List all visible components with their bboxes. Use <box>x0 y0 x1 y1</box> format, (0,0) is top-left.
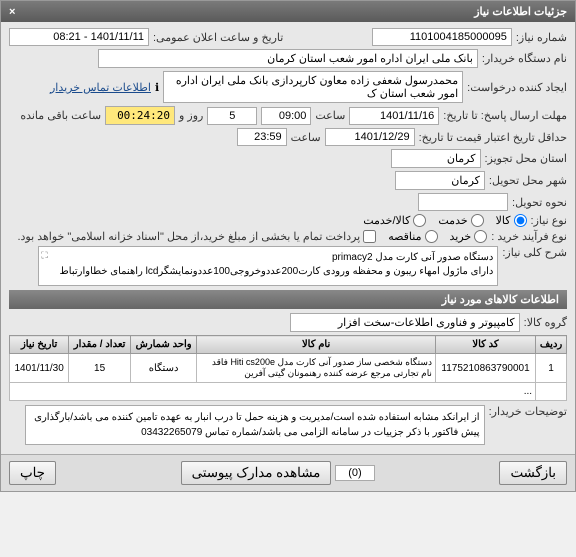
label-delivtype: نحوه تحویل: <box>512 196 567 209</box>
label-hour1: ساعت <box>315 109 345 122</box>
label-reqno: شماره نیاز: <box>516 31 567 44</box>
td-more <box>536 383 567 401</box>
radio-need-0-input[interactable] <box>514 214 527 227</box>
radio-need-1[interactable]: خدمت <box>438 214 483 227</box>
proc-radios: خرید مناقصه <box>388 230 487 243</box>
table-row[interactable]: 1 1175210863790001 دستگاه شخصی ساز صدور … <box>10 354 567 383</box>
main-desc-line1: دستگاه صدور آنی کارت مدل primacy2 <box>43 251 493 265</box>
label-explain: توضیحات خریدار: <box>489 405 567 418</box>
back-button[interactable]: بازگشت <box>499 461 567 485</box>
td-1: 1175210863790001 <box>435 354 535 383</box>
field-valid-date: 1401/12/29 <box>325 128 415 146</box>
radio-proc-1[interactable]: مناقصه <box>388 230 437 243</box>
radio-proc-1-input[interactable] <box>425 230 438 243</box>
label-valid: حداقل تاریخ اعتبار قیمت تا تاریخ: <box>419 131 567 144</box>
th-3: واحد شمارش <box>130 336 196 354</box>
panel-title: جزئیات اطلاعات نیاز <box>474 5 567 18</box>
td-4: 15 <box>69 354 131 383</box>
td-0: 1 <box>536 354 567 383</box>
field-deadline-hour: 09:00 <box>261 107 311 125</box>
main-desc-box: ⛶ دستگاه صدور آنی کارت مدل primacy2 دارا… <box>38 246 498 286</box>
field-reqno: 1101004185000095 <box>372 28 512 46</box>
panel-header: جزئیات اطلاعات نیاز × <box>1 1 575 22</box>
label-maindesc: شرح کلی نیاز: <box>502 246 567 259</box>
field-deadline-date: 1401/11/16 <box>349 107 439 125</box>
radio-need-2-input[interactable] <box>413 214 426 227</box>
field-pubdate: 1401/11/11 - 08:21 <box>9 28 149 46</box>
td-2: دستگاه شخصی ساز صدور آنی کارت مدل Hiti c… <box>197 354 436 383</box>
pay-checkbox-wrap[interactable]: پرداخت تمام یا بخشی از مبلغ خرید،از محل … <box>17 230 376 243</box>
label-needtype: نوع نیاز: <box>531 214 567 227</box>
radio-need-2[interactable]: کالا/خدمت <box>363 214 426 227</box>
field-group: کامپیوتر و فناوری اطلاعات-سخت افزار <box>290 313 520 332</box>
field-delivtype <box>418 193 508 211</box>
table-header-row: ردیف کد کالا نام کالا واحد شمارش تعداد /… <box>10 336 567 354</box>
th-1: کد کالا <box>435 336 535 354</box>
label-hour2: ساعت <box>291 131 321 144</box>
label-reqloc: استان محل تجویز: <box>485 152 568 165</box>
th-4: تعداد / مقدار <box>69 336 131 354</box>
sub-header: اطلاعات کالاهای مورد نیاز <box>9 290 567 309</box>
label-dayand: روز و <box>179 109 203 122</box>
expand-icon[interactable]: ⛶ <box>41 249 47 262</box>
label-remain: ساعت باقی مانده <box>20 109 101 122</box>
close-icon[interactable]: × <box>9 6 15 18</box>
th-2: نام کالا <box>197 336 436 354</box>
field-reqloc: کرمان <box>391 149 481 168</box>
radio-proc-0[interactable]: خرید <box>450 230 488 243</box>
field-days: 5 <box>207 107 257 125</box>
label-buyer: نام دستگاه خریدار: <box>482 52 567 65</box>
main-desc-line2: دارای ماژول امهاء ریبون و محفظه ورودی کا… <box>43 265 493 279</box>
radio-need-0[interactable]: کالا <box>496 214 527 227</box>
print-button[interactable]: چاپ <box>9 461 56 485</box>
attach-group: (0) مشاهده مدارک پیوستی <box>181 461 375 485</box>
contact-link[interactable]: اطلاعات تماس خریدار <box>50 81 151 94</box>
radio-need-1-input[interactable] <box>471 214 484 227</box>
label-deadline: مهلت ارسال پاسخ: تا تاریخ: <box>443 109 567 122</box>
explain-text: از ایرانکد مشابه استفاده شده است/مدیریت … <box>34 412 479 438</box>
attach-count: (0) <box>335 465 374 481</box>
radio-proc-0-input[interactable] <box>474 230 487 243</box>
th-0: ردیف <box>536 336 567 354</box>
field-valid-hour: 23:59 <box>237 128 287 146</box>
field-delivloc: کرمان <box>395 171 485 190</box>
items-table: ردیف کد کالا نام کالا واحد شمارش تعداد /… <box>9 335 567 401</box>
field-buyer: بانک ملی ایران اداره امور شعب استان کرما… <box>98 49 478 68</box>
explain-box: از ایرانکد مشابه استفاده شده است/مدیریت … <box>25 405 485 445</box>
label-delivloc: شهر محل تحویل: <box>489 174 567 187</box>
label-group: گروه کالا: <box>524 316 567 329</box>
footer: بازگشت (0) مشاهده مدارک پیوستی چاپ <box>1 454 575 491</box>
td-3: دستگاه <box>130 354 196 383</box>
td-more-dots: ... <box>10 383 536 401</box>
label-paynote: پرداخت تمام یا بخشی از مبلغ خرید،از محل … <box>17 230 360 243</box>
label-buyproc: نوع فرآیند خرید : <box>491 230 567 243</box>
label-pubdate: تاریخ و ساعت اعلان عمومی: <box>153 31 283 44</box>
pay-checkbox[interactable] <box>363 230 376 243</box>
label-creator: ایجاد کننده درخواست: <box>467 81 567 94</box>
field-timer: 00:24:20 <box>105 106 175 125</box>
table-row-more[interactable]: ... <box>10 383 567 401</box>
need-type-radios: کالا خدمت کالا/خدمت <box>363 214 526 227</box>
field-creator: محمدرسول شعفی زاده معاون کارپردازی بانک … <box>163 71 463 103</box>
info-icon: ℹ <box>155 81 159 94</box>
attach-button[interactable]: مشاهده مدارک پیوستی <box>181 461 332 485</box>
th-5: تاریخ نیاز <box>10 336 69 354</box>
td-5: 1401/11/30 <box>10 354 69 383</box>
